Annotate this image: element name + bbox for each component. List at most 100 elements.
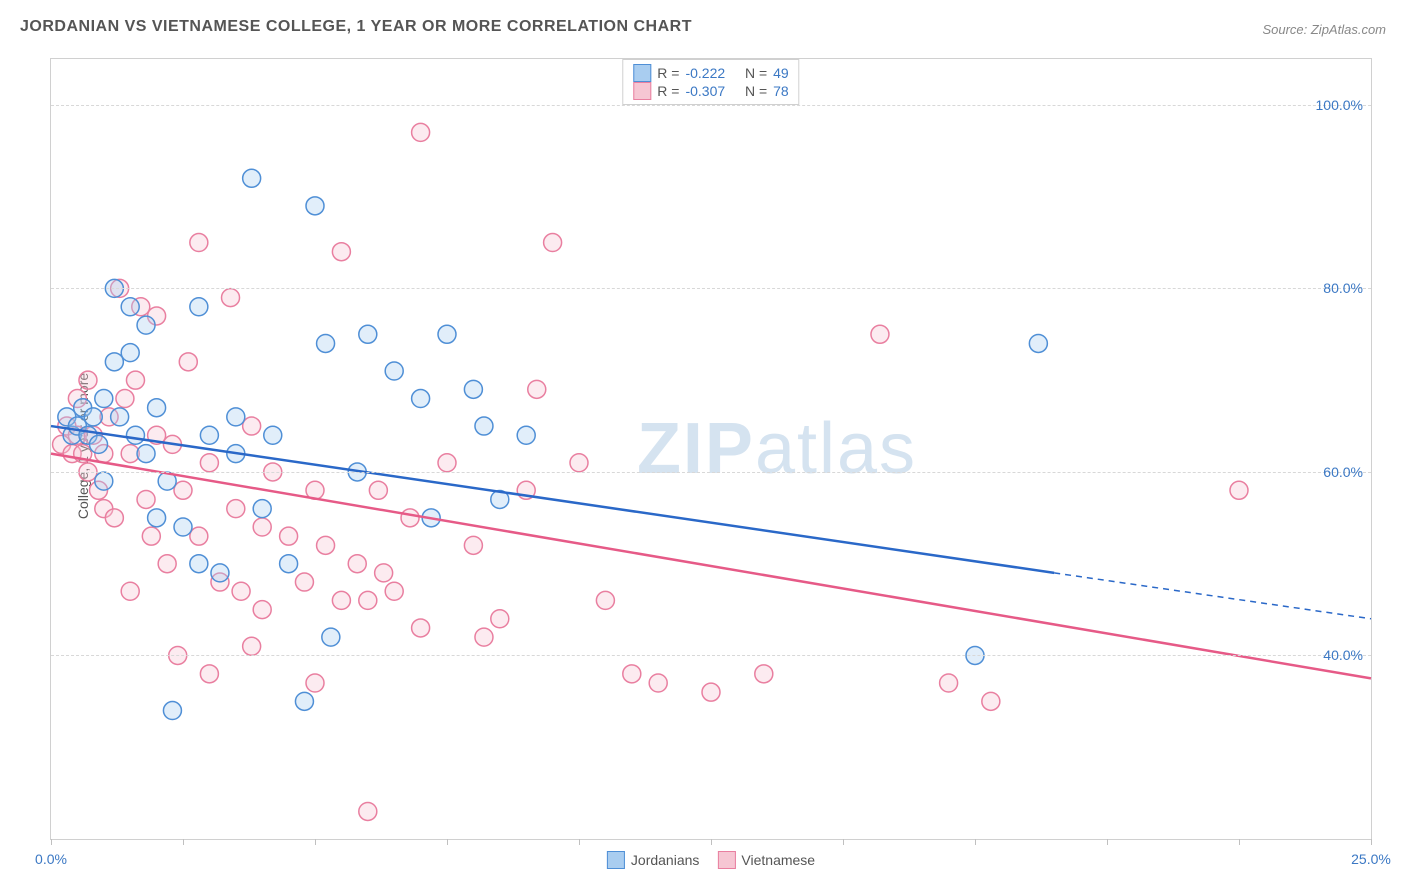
x-tick — [1371, 839, 1372, 845]
scatter-point — [649, 674, 667, 692]
scatter-point — [317, 334, 335, 352]
scatter-point — [126, 371, 144, 389]
scatter-point — [253, 518, 271, 536]
scatter-point — [190, 527, 208, 545]
scatter-point — [227, 408, 245, 426]
x-tick — [711, 839, 712, 845]
scatter-point — [755, 665, 773, 683]
scatter-point — [243, 417, 261, 435]
scatter-point — [200, 665, 218, 683]
n-value-vietnamese: 78 — [773, 83, 789, 99]
x-tick — [183, 839, 184, 845]
legend-correlation-box: R = -0.222 N = 49 R = -0.307 N = 78 — [622, 59, 799, 105]
scatter-point — [306, 674, 324, 692]
scatter-point — [227, 500, 245, 518]
scatter-point — [359, 591, 377, 609]
swatch-jordanians-bottom — [607, 851, 625, 869]
scatter-point — [105, 353, 123, 371]
scatter-point — [464, 536, 482, 554]
scatter-point — [190, 234, 208, 252]
r-value-jordanians: -0.222 — [685, 65, 725, 81]
scatter-point — [90, 435, 108, 453]
scatter-point — [137, 316, 155, 334]
scatter-point — [702, 683, 720, 701]
scatter-point — [243, 169, 261, 187]
scatter-point — [596, 591, 614, 609]
scatter-point — [174, 481, 192, 499]
x-tick — [315, 839, 316, 845]
scatter-point — [517, 426, 535, 444]
scatter-point — [438, 454, 456, 472]
scatter-point — [95, 472, 113, 490]
scatter-point — [148, 399, 166, 417]
scatter-point — [121, 582, 139, 600]
gridline-h — [51, 472, 1371, 473]
gridline-h — [51, 655, 1371, 656]
scatter-point — [385, 362, 403, 380]
scatter-point — [322, 628, 340, 646]
r-value-vietnamese: -0.307 — [685, 83, 725, 99]
n-label: N = — [745, 65, 767, 81]
scatter-point — [264, 426, 282, 444]
scatter-point — [222, 289, 240, 307]
y-tick-label: 100.0% — [1316, 97, 1363, 113]
x-tick — [975, 839, 976, 845]
scatter-point — [111, 408, 129, 426]
scatter-point — [982, 692, 1000, 710]
scatter-point — [401, 509, 419, 527]
scatter-point — [295, 573, 313, 591]
scatter-point — [348, 555, 366, 573]
y-tick-label: 60.0% — [1323, 464, 1363, 480]
legend-item-jordanians: Jordanians — [607, 851, 700, 869]
scatter-point — [464, 380, 482, 398]
scatter-point — [179, 353, 197, 371]
scatter-point — [280, 527, 298, 545]
scatter-point — [200, 454, 218, 472]
x-tick — [447, 839, 448, 845]
scatter-point — [253, 601, 271, 619]
scatter-point — [438, 325, 456, 343]
legend-row-jordanians: R = -0.222 N = 49 — [633, 64, 788, 82]
trend-line-dashed — [1054, 573, 1371, 619]
scatter-point — [105, 509, 123, 527]
x-tick — [1107, 839, 1108, 845]
scatter-point — [158, 555, 176, 573]
scatter-point — [174, 518, 192, 536]
scatter-point — [317, 536, 335, 554]
scatter-point — [475, 628, 493, 646]
gridline-h — [51, 105, 1371, 106]
scatter-point — [95, 390, 113, 408]
trend-line — [51, 426, 1054, 573]
x-tick-label: 25.0% — [1351, 851, 1391, 867]
correlation-chart-container: JORDANIAN VS VIETNAMESE COLLEGE, 1 YEAR … — [0, 0, 1406, 892]
y-tick-label: 40.0% — [1323, 647, 1363, 663]
scatter-point — [369, 481, 387, 499]
n-label: N = — [745, 83, 767, 99]
scatter-point — [623, 665, 641, 683]
scatter-point — [295, 692, 313, 710]
swatch-vietnamese-bottom — [717, 851, 735, 869]
r-label: R = — [657, 83, 679, 99]
source-attribution: Source: ZipAtlas.com — [1262, 22, 1386, 37]
scatter-point — [475, 417, 493, 435]
scatter-point — [332, 591, 350, 609]
chart-title: JORDANIAN VS VIETNAMESE COLLEGE, 1 YEAR … — [20, 18, 692, 36]
scatter-point — [1230, 481, 1248, 499]
scatter-point — [126, 426, 144, 444]
scatter-point — [253, 500, 271, 518]
legend-label-jordanians: Jordanians — [631, 852, 700, 868]
scatter-point — [412, 619, 430, 637]
scatter-point — [412, 390, 430, 408]
scatter-point — [200, 426, 218, 444]
y-tick-label: 80.0% — [1323, 280, 1363, 296]
scatter-point — [940, 674, 958, 692]
x-tick — [579, 839, 580, 845]
legend-label-vietnamese: Vietnamese — [741, 852, 815, 868]
scatter-point — [137, 445, 155, 463]
legend-item-vietnamese: Vietnamese — [717, 851, 815, 869]
plot-area: ZIPatlas R = -0.222 N = 49 R = -0.307 N … — [50, 58, 1372, 840]
scatter-point — [491, 610, 509, 628]
scatter-point — [142, 527, 160, 545]
scatter-point — [544, 234, 562, 252]
x-tick — [51, 839, 52, 845]
